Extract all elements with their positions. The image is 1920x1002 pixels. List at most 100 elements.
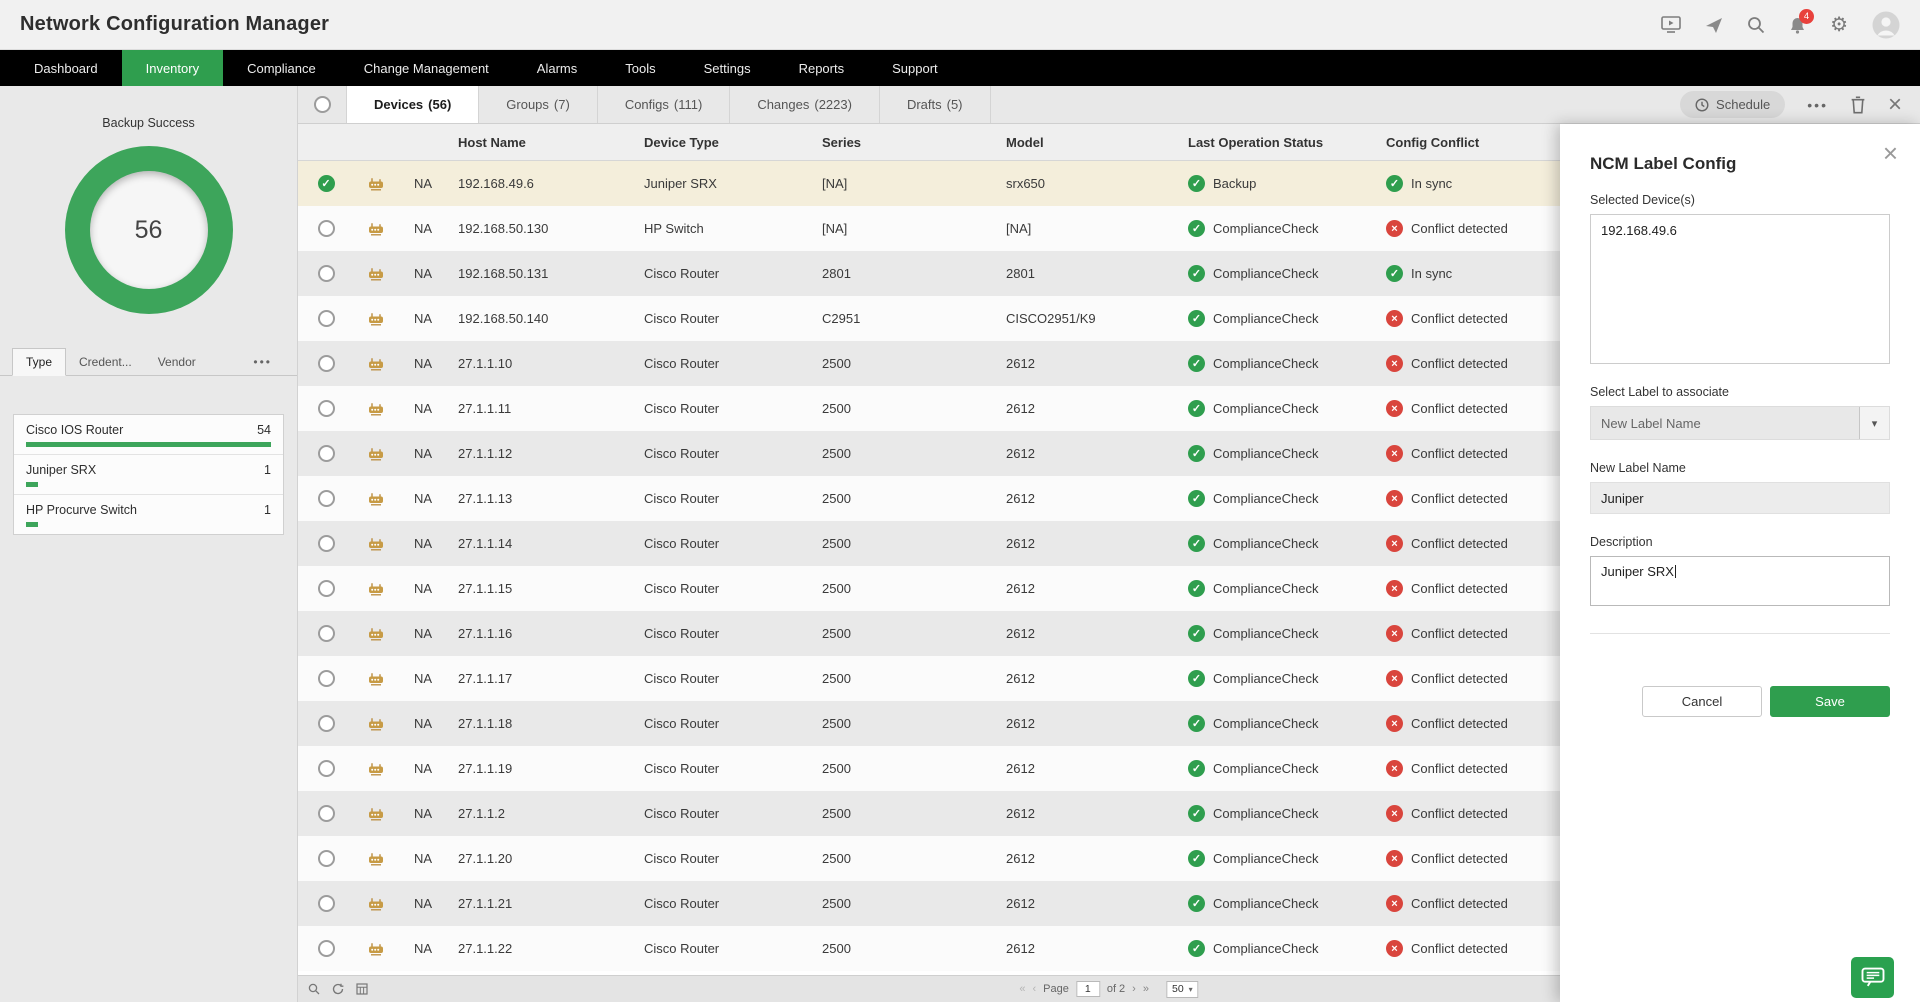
sidebar-tab-vendor[interactable]: Vendor — [157, 355, 196, 369]
last-page-icon[interactable]: » — [1142, 983, 1149, 995]
nav-item-reports[interactable]: Reports — [798, 60, 845, 76]
nav-item-dashboard[interactable]: Dashboard — [34, 60, 98, 76]
row-op-label: ComplianceCheck — [1213, 536, 1319, 551]
prev-page-icon[interactable]: ‹ — [1032, 983, 1037, 995]
row-checkbox[interactable]: ✓ — [317, 175, 335, 192]
footer-refresh-icon[interactable] — [332, 983, 344, 995]
row-host-name[interactable]: 27.1.1.14 — [458, 536, 513, 551]
nav-item-compliance[interactable]: Compliance — [247, 60, 316, 76]
row-checkbox[interactable] — [317, 220, 335, 237]
device-type-item[interactable]: Juniper SRX 1 — [14, 455, 283, 495]
cancel-button[interactable]: Cancel — [1642, 686, 1762, 717]
column-header-config-conflict[interactable]: Config Conflict — [1386, 134, 1480, 150]
nav-item-tools[interactable]: Tools — [625, 60, 656, 76]
save-button[interactable]: Save — [1770, 686, 1890, 717]
tab-changes[interactable]: Changes (2223) — [730, 86, 880, 123]
panel-close-icon[interactable]: × — [1882, 138, 1898, 168]
bell-icon[interactable]: 4 — [1789, 8, 1815, 34]
column-header-series[interactable]: Series — [822, 134, 862, 150]
row-checkbox[interactable] — [317, 580, 335, 597]
row-checkbox[interactable] — [317, 400, 335, 417]
nav-item-support[interactable]: Support — [892, 60, 938, 76]
row-host-name[interactable]: 27.1.1.10 — [458, 356, 513, 371]
gear-icon[interactable]: ⚙ — [1830, 13, 1848, 36]
row-checkbox[interactable] — [317, 895, 335, 912]
row-host-name[interactable]: 192.168.49.6 — [458, 176, 534, 191]
row-checkbox-cell — [298, 850, 354, 867]
row-host-name[interactable]: 27.1.1.15 — [458, 581, 513, 596]
device-type-item[interactable]: HP Procurve Switch 1 — [14, 495, 283, 534]
row-host-name[interactable]: 27.1.1.21 — [458, 896, 513, 911]
row-host-name[interactable]: 27.1.1.2 — [458, 806, 505, 821]
row-host-name[interactable]: 192.168.50.140 — [458, 311, 549, 326]
row-checkbox[interactable] — [317, 535, 335, 552]
more-actions-icon[interactable]: ••• — [1807, 96, 1828, 113]
label-select[interactable]: New Label Name ▾ — [1590, 406, 1890, 440]
tab-devices[interactable]: Devices (56) — [346, 86, 480, 123]
row-checkbox[interactable] — [317, 940, 335, 957]
schedule-button[interactable]: Schedule — [1680, 91, 1786, 118]
row-host-name[interactable]: 27.1.1.11 — [458, 401, 512, 416]
footer-export-icon[interactable] — [356, 983, 368, 995]
first-page-icon[interactable]: « — [1019, 983, 1026, 995]
trash-icon[interactable] — [1850, 95, 1866, 114]
device-type-item[interactable]: Cisco IOS Router 54 — [14, 415, 283, 455]
row-host-name[interactable]: 27.1.1.12 — [458, 446, 513, 461]
close-view-icon[interactable]: × — [1887, 90, 1902, 118]
nav-item-change-management[interactable]: Change Management — [363, 60, 489, 76]
row-checkbox[interactable] — [317, 355, 335, 372]
row-checkbox[interactable] — [317, 805, 335, 822]
backup-success-donut[interactable]: 56 — [64, 146, 233, 314]
column-header-device-type[interactable]: Device Type — [644, 134, 719, 150]
nav-item-alarms[interactable]: Alarms — [536, 60, 578, 76]
column-header-model[interactable]: Model — [1006, 134, 1044, 150]
row-checkbox[interactable] — [317, 715, 335, 732]
nav-item-settings[interactable]: Settings — [703, 60, 751, 76]
select-chevron-down-icon[interactable]: ▾ — [1859, 407, 1889, 439]
row-host-name[interactable]: 27.1.1.22 — [458, 941, 513, 956]
selected-devices-box[interactable]: 192.168.49.6 — [1590, 214, 1890, 364]
tab-drafts[interactable]: Drafts (5) — [880, 86, 991, 123]
present-icon[interactable] — [1661, 16, 1681, 33]
tab-groups[interactable]: Groups (7) — [479, 86, 598, 123]
row-host-name[interactable]: 192.168.50.131 — [458, 266, 549, 281]
app-title: Network Configuration Manager — [20, 13, 330, 35]
description-textarea[interactable]: Juniper SRX — [1590, 556, 1890, 606]
sidebar-tab-type[interactable]: Type — [12, 348, 67, 376]
next-page-icon[interactable]: › — [1132, 983, 1136, 995]
row-host-name[interactable]: 27.1.1.17 — [458, 671, 513, 686]
row-checkbox[interactable] — [317, 850, 335, 867]
sidebar-tabs-more[interactable]: ••• — [253, 355, 272, 369]
column-header-last-operation-status[interactable]: Last Operation Status — [1188, 134, 1324, 150]
chat-fab-button[interactable] — [1851, 957, 1894, 998]
row-host-name[interactable]: 27.1.1.18 — [458, 716, 513, 731]
row-host-name[interactable]: 192.168.50.130 — [458, 221, 549, 236]
row-checkbox[interactable] — [317, 490, 335, 507]
row-checkbox[interactable] — [317, 310, 335, 327]
search-icon[interactable] — [1747, 16, 1765, 34]
row-checkbox[interactable] — [317, 265, 335, 282]
row-host-name[interactable]: 27.1.1.19 — [458, 761, 513, 776]
row-checkbox[interactable] — [317, 625, 335, 642]
select-all-checkbox[interactable] — [313, 96, 331, 113]
row-conflict-label: Conflict detected — [1411, 761, 1508, 776]
row-host-name[interactable]: 27.1.1.13 — [458, 491, 513, 506]
row-host-name[interactable]: 27.1.1.20 — [458, 851, 513, 866]
row-host-name[interactable]: 27.1.1.16 — [458, 626, 513, 641]
row-checkbox[interactable] — [317, 445, 335, 462]
sidebar-tab-credent[interactable]: Credent... — [79, 355, 132, 369]
device-icon — [368, 941, 384, 956]
row-checkbox[interactable] — [317, 760, 335, 777]
page-size-select[interactable]: 50 ▾ — [1165, 980, 1199, 998]
tab-configs[interactable]: Configs (111) — [598, 86, 731, 123]
new-label-input[interactable] — [1590, 482, 1890, 514]
footer-search-icon[interactable] — [308, 983, 320, 995]
nav-item-inventory[interactable]: Inventory — [121, 50, 224, 86]
page-input[interactable] — [1075, 981, 1100, 997]
user-avatar[interactable] — [1872, 11, 1900, 39]
row-checkbox[interactable] — [317, 670, 335, 687]
status-error-icon: × — [1386, 715, 1403, 732]
row-config-conflict: × Conflict detected — [1370, 400, 1920, 417]
column-header-host-name[interactable]: Host Name — [458, 134, 526, 150]
rocket-icon[interactable] — [1705, 16, 1723, 34]
